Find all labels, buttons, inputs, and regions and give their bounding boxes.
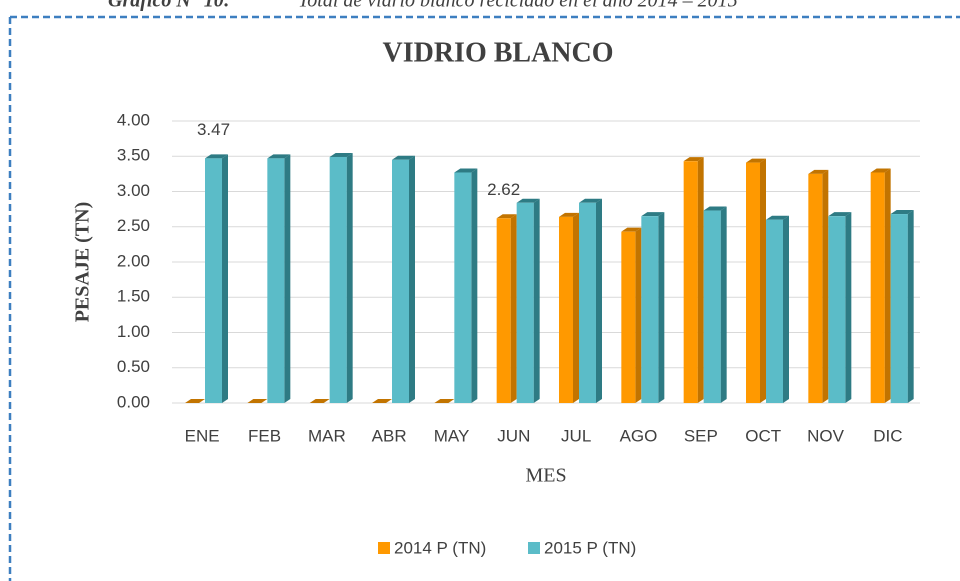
bar bbox=[329, 156, 347, 403]
bar-top bbox=[454, 168, 478, 173]
bar bbox=[808, 173, 823, 403]
x-tick-label: OCT bbox=[745, 426, 781, 445]
bar bbox=[746, 162, 760, 403]
bar-top bbox=[828, 212, 852, 217]
bar-top bbox=[766, 215, 789, 220]
bar bbox=[766, 219, 783, 403]
bar bbox=[559, 216, 573, 403]
bar-side bbox=[596, 198, 602, 403]
bar-side bbox=[720, 206, 727, 403]
chart-title: VIDRIO BLANCO bbox=[382, 37, 613, 68]
bar bbox=[267, 158, 285, 403]
x-tick-label: DIC bbox=[873, 426, 902, 445]
x-tick-label: ABR bbox=[372, 426, 407, 445]
bar bbox=[703, 210, 721, 403]
y-tick-label: 3.00 bbox=[117, 181, 150, 200]
bar-top bbox=[559, 212, 579, 217]
bar-top bbox=[329, 152, 353, 157]
bar-top bbox=[372, 399, 392, 403]
bar bbox=[454, 172, 472, 403]
bar-top bbox=[516, 198, 540, 203]
x-axis-title: MES bbox=[525, 465, 566, 487]
bar-top bbox=[703, 206, 727, 211]
bar-top bbox=[392, 155, 415, 160]
bar-side bbox=[907, 210, 914, 403]
bar bbox=[621, 231, 636, 403]
x-tick-label: MAR bbox=[308, 426, 346, 445]
x-tick-label: SEP bbox=[684, 426, 718, 445]
bar-side bbox=[346, 152, 353, 403]
bar-top bbox=[309, 399, 330, 403]
bar bbox=[392, 159, 409, 403]
bar-side bbox=[697, 157, 704, 403]
y-tick-label: 0.00 bbox=[117, 392, 150, 411]
bar bbox=[828, 216, 846, 403]
caption-label: Gráfico N° 10: bbox=[108, 0, 230, 12]
y-tick-label: 2.50 bbox=[117, 216, 150, 235]
bar-top bbox=[205, 154, 228, 159]
legend-label: 2014 P (TN) bbox=[394, 538, 486, 557]
x-tick-label: JUN bbox=[497, 426, 530, 445]
bar-top bbox=[267, 154, 291, 159]
y-tick-label: 3.50 bbox=[117, 146, 150, 165]
bar-side bbox=[845, 212, 852, 403]
caption-text: Total de vidrio blanco reciclado en el a… bbox=[298, 0, 738, 12]
x-tick-label: FEB bbox=[248, 426, 281, 445]
bar-top bbox=[621, 227, 642, 232]
bar bbox=[683, 161, 698, 403]
bar-side bbox=[783, 215, 789, 403]
bar bbox=[516, 202, 534, 403]
y-tick-label: 1.50 bbox=[117, 287, 150, 306]
bar bbox=[205, 158, 222, 403]
bar-side bbox=[635, 227, 642, 403]
bar-side bbox=[884, 168, 891, 403]
bar-side bbox=[222, 154, 228, 403]
bar-side bbox=[284, 154, 291, 403]
bar-side bbox=[510, 214, 517, 403]
bar-top bbox=[185, 399, 205, 403]
bar-top bbox=[808, 169, 829, 174]
x-tick-label: NOV bbox=[807, 426, 845, 445]
bar-top bbox=[434, 399, 455, 403]
bar-side bbox=[471, 168, 478, 403]
data-label: 3.47 bbox=[197, 120, 230, 139]
bar-top bbox=[496, 214, 517, 219]
bar-side bbox=[573, 212, 579, 403]
bar-top bbox=[247, 399, 268, 403]
bar-side bbox=[760, 158, 766, 403]
bar-top bbox=[641, 212, 665, 217]
bar bbox=[579, 202, 596, 403]
y-tick-label: 2.00 bbox=[117, 251, 150, 270]
bar-top bbox=[683, 157, 704, 162]
legend-label: 2015 P (TN) bbox=[544, 538, 636, 557]
bar-side bbox=[822, 169, 829, 403]
x-tick-label: MAY bbox=[434, 426, 470, 445]
bar bbox=[890, 214, 908, 403]
y-axis-title: PESAJE (TN) bbox=[72, 202, 94, 323]
y-tick-label: 4.00 bbox=[117, 110, 150, 129]
bar-side bbox=[533, 198, 540, 403]
y-tick-label: 1.00 bbox=[117, 322, 150, 341]
bar-side bbox=[409, 155, 415, 403]
x-tick-label: ENE bbox=[185, 426, 220, 445]
legend-swatch bbox=[528, 542, 540, 554]
legend-swatch bbox=[378, 542, 390, 554]
bar-side bbox=[658, 212, 665, 403]
bar bbox=[870, 172, 885, 403]
x-tick-label: JUL bbox=[561, 426, 591, 445]
x-tick-label: AGO bbox=[620, 426, 658, 445]
bar bbox=[496, 218, 511, 403]
data-label: 2.62 bbox=[487, 180, 520, 199]
bar-top bbox=[870, 168, 891, 173]
bar-top bbox=[746, 158, 766, 163]
bar-top bbox=[890, 210, 914, 215]
y-tick-label: 0.50 bbox=[117, 357, 150, 376]
bar bbox=[641, 216, 659, 403]
bar-top bbox=[579, 198, 602, 203]
